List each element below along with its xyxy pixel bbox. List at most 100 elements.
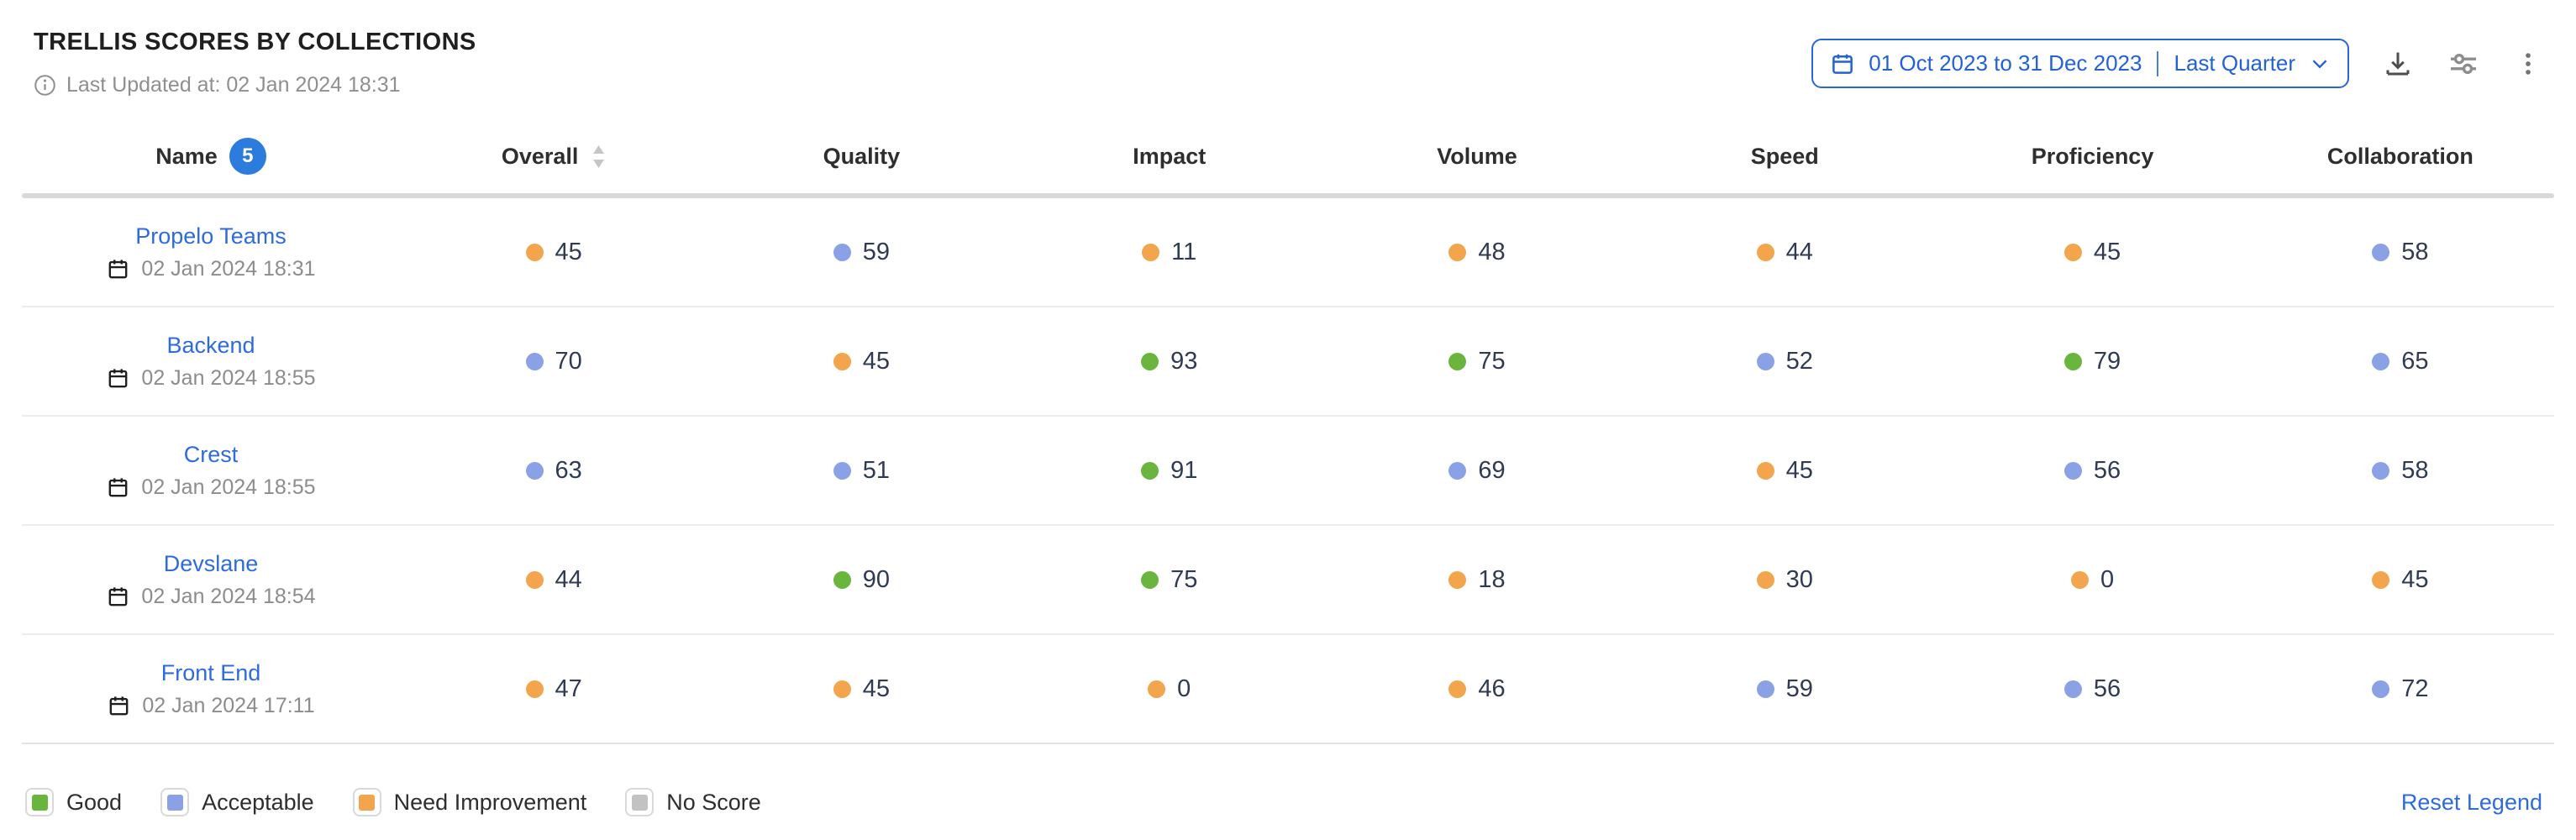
widget-header: TRELLIS SCORES BY COLLECTIONS Last Updat… xyxy=(0,0,2576,97)
column-header-impact[interactable]: Impact xyxy=(1016,144,1323,170)
score-dot xyxy=(1141,461,1159,480)
name-cell: Crest 02 Jan 2024 18:55 xyxy=(22,442,400,500)
last-updated: Last Updated at: 02 Jan 2024 18:31 xyxy=(34,73,476,97)
date-range-text: 01 Oct 2023 to 31 Dec 2023 xyxy=(1869,50,2142,76)
legend-item-label: Acceptable xyxy=(202,789,314,815)
table-row: Front End 02 Jan 2024 17:11 47 45 0 46 5… xyxy=(22,635,2554,744)
score-dot xyxy=(833,461,851,480)
score-cell: 45 xyxy=(707,348,1015,375)
column-header-collaboration[interactable]: Collaboration xyxy=(2247,144,2554,170)
date-picker-divider xyxy=(2157,50,2159,76)
legend-checkbox xyxy=(25,788,54,816)
date-range-picker[interactable]: 01 Oct 2023 to 31 Dec 2023 Last Quarter xyxy=(1811,39,2349,88)
column-header-label: Proficiency xyxy=(2031,143,2154,169)
column-header-proficiency[interactable]: Proficiency xyxy=(1938,144,2246,170)
column-header-speed[interactable]: Speed xyxy=(1631,144,1938,170)
legend-item-label: No Score xyxy=(666,789,761,815)
score-cell: 45 xyxy=(1631,457,1938,485)
score-cell: 45 xyxy=(2247,566,2554,594)
score-dot xyxy=(2063,243,2082,261)
date-preset-text: Last Quarter xyxy=(2174,50,2295,76)
name-cell: Propelo Teams 02 Jan 2024 18:31 xyxy=(22,223,400,281)
score-dot xyxy=(1448,461,1467,480)
download-button[interactable] xyxy=(2383,49,2413,79)
score-cell: 48 xyxy=(1323,239,1631,266)
score-value: 45 xyxy=(2093,238,2121,265)
row-updated-text: 02 Jan 2024 18:31 xyxy=(141,256,316,281)
scores-table: Name 5 Overall Quality Impact Volume Spe… xyxy=(22,119,2554,744)
score-value: 56 xyxy=(2093,675,2121,702)
download-icon xyxy=(2383,49,2413,79)
score-dot xyxy=(2372,570,2390,589)
score-cell: 45 xyxy=(1938,239,2246,266)
score-dot xyxy=(525,570,544,589)
score-dot xyxy=(1448,243,1467,261)
calendar-icon xyxy=(1830,51,1855,76)
score-dot xyxy=(1756,352,1774,370)
name-cell: Devslane 02 Jan 2024 18:54 xyxy=(22,551,400,609)
score-dot xyxy=(2372,243,2390,261)
score-dot xyxy=(525,680,544,698)
score-value: 70 xyxy=(555,347,582,375)
title-block: TRELLIS SCORES BY COLLECTIONS Last Updat… xyxy=(34,29,476,97)
score-cell: 47 xyxy=(400,675,707,703)
column-header-label: Overall xyxy=(501,143,579,169)
name-header-label: Name xyxy=(155,143,218,169)
score-value: 79 xyxy=(2093,347,2121,375)
legend-item-need_improvement[interactable]: Need Improvement xyxy=(352,788,586,816)
collection-name-link[interactable]: Crest xyxy=(183,441,239,467)
more-options-button[interactable] xyxy=(2514,50,2542,78)
header-divider xyxy=(22,193,2554,198)
legend: Good Acceptable Need Improvement No Scor… xyxy=(25,788,761,816)
legend-item-no_score[interactable]: No Score xyxy=(625,788,761,816)
score-cell: 65 xyxy=(2247,348,2554,375)
column-header-label: Impact xyxy=(1133,143,1207,169)
score-dot xyxy=(1141,352,1159,370)
collection-name-link[interactable]: Propelo Teams xyxy=(135,223,287,249)
score-cell: 72 xyxy=(2247,675,2554,703)
score-value: 11 xyxy=(1171,238,1197,265)
legend-footer: Good Acceptable Need Improvement No Scor… xyxy=(0,788,2576,840)
kebab-menu-icon xyxy=(2514,50,2542,78)
legend-item-label: Good xyxy=(66,789,123,815)
score-value: 45 xyxy=(1785,456,1813,484)
collection-name-link[interactable]: Front End xyxy=(160,659,261,685)
score-cell: 30 xyxy=(1631,566,1938,594)
collection-name-link[interactable]: Backend xyxy=(166,332,255,358)
score-cell: 70 xyxy=(400,348,707,375)
column-header-quality[interactable]: Quality xyxy=(707,144,1015,170)
score-cell: 56 xyxy=(1938,457,2246,485)
calendar-icon xyxy=(106,366,130,391)
score-value: 93 xyxy=(1170,347,1198,375)
legend-item-good[interactable]: Good xyxy=(25,788,122,816)
row-updated: 02 Jan 2024 18:54 xyxy=(106,585,316,609)
score-dot xyxy=(2063,461,2082,480)
legend-checkbox xyxy=(160,788,190,816)
score-value: 90 xyxy=(862,565,891,593)
score-cell: 75 xyxy=(1016,566,1323,594)
score-value: 58 xyxy=(2401,456,2429,484)
score-cell: 46 xyxy=(1323,675,1631,703)
score-value: 44 xyxy=(1785,238,1813,265)
column-header-overall[interactable]: Overall xyxy=(400,144,707,170)
row-updated: 02 Jan 2024 18:55 xyxy=(106,475,316,500)
score-value: 69 xyxy=(1478,456,1506,484)
score-value: 52 xyxy=(1785,347,1813,375)
legend-item-acceptable[interactable]: Acceptable xyxy=(160,788,314,816)
score-value: 51 xyxy=(862,456,891,484)
column-header-volume[interactable]: Volume xyxy=(1323,144,1631,170)
score-dot xyxy=(833,243,851,261)
score-value: 48 xyxy=(1478,238,1506,265)
sort-icon[interactable] xyxy=(591,144,606,169)
score-value: 45 xyxy=(2401,565,2429,593)
score-dot xyxy=(2063,680,2082,698)
score-value: 45 xyxy=(862,347,891,375)
info-icon xyxy=(34,74,56,97)
column-header-name[interactable]: Name 5 xyxy=(22,138,400,175)
legend-checkbox xyxy=(352,788,381,816)
reset-legend-link[interactable]: Reset Legend xyxy=(2400,789,2542,815)
settings-sliders-button[interactable] xyxy=(2447,47,2480,81)
legend-color-swatch xyxy=(166,794,183,811)
collection-name-link[interactable]: Devslane xyxy=(163,550,259,576)
